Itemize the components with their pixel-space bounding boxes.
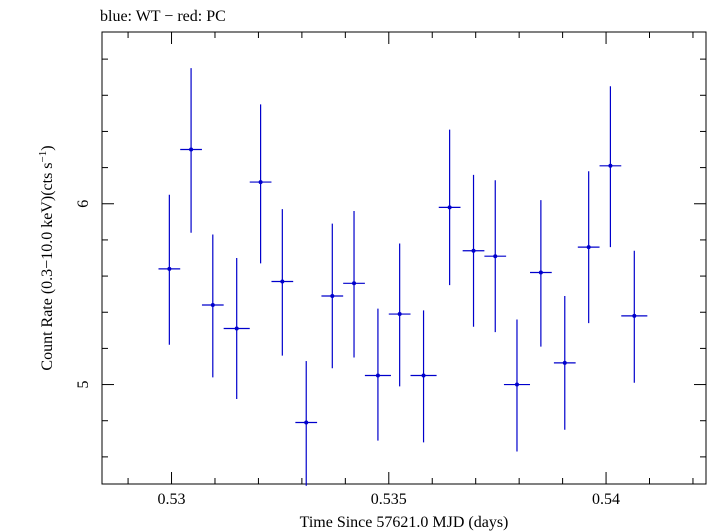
data-point: [530, 200, 552, 347]
data-points: [158, 68, 648, 486]
point-marker: [304, 420, 309, 425]
point-marker: [234, 326, 239, 331]
data-point: [321, 223, 344, 369]
x-tick-label: 0.53: [158, 491, 186, 508]
data-point: [158, 194, 181, 345]
x-tick-label: 0.535: [371, 491, 407, 508]
data-point: [271, 209, 294, 356]
point-marker: [493, 254, 498, 259]
y-axis-label-sup: −1: [37, 151, 49, 163]
data-point: [343, 210, 365, 358]
chart-title: blue: WT − red: PC: [100, 8, 226, 25]
point-marker: [258, 180, 263, 185]
data-point: [577, 171, 600, 324]
point-marker: [352, 281, 357, 286]
point-marker: [280, 279, 285, 284]
data-point: [621, 250, 648, 383]
y-axis-ticks: [102, 58, 706, 458]
point-marker: [471, 248, 476, 253]
point-marker: [397, 312, 402, 317]
data-point: [295, 361, 318, 486]
x-axis-ticks: [127, 32, 694, 484]
y-axis-label-main: Count Rate (0.3−10.0 keV)(cts s: [39, 162, 56, 370]
point-marker: [167, 266, 172, 271]
point-marker: [421, 373, 426, 378]
data-point: [599, 86, 622, 248]
data-point: [503, 319, 531, 452]
point-marker: [210, 303, 215, 308]
point-marker: [562, 360, 567, 365]
point-marker: [538, 270, 543, 275]
data-point: [201, 234, 224, 378]
point-marker: [375, 373, 380, 378]
point-marker: [447, 205, 452, 210]
data-point: [364, 308, 391, 441]
y-tick-label: 6: [75, 200, 92, 208]
data-point: [484, 180, 507, 333]
data-point: [553, 295, 576, 430]
y-axis-label: Count Rate (0.3−10.0 keV)(cts s−1): [37, 145, 56, 370]
data-point: [388, 243, 411, 387]
point-marker: [189, 147, 194, 152]
data-point: [410, 310, 437, 443]
x-axis-tick-labels: 0.53 0.535 0.54: [158, 491, 621, 508]
data-point: [223, 258, 250, 400]
point-marker: [608, 163, 613, 168]
data-point: [462, 174, 485, 327]
y-axis-tick-labels: 56: [75, 200, 92, 389]
point-marker: [330, 293, 335, 298]
point-marker: [514, 382, 519, 387]
x-axis-label: Time Since 57621.0 MJD (days): [300, 514, 509, 531]
y-axis-label-end: ): [39, 145, 56, 150]
point-marker: [632, 313, 637, 318]
plot-frame: [101, 31, 707, 485]
data-point: [180, 68, 202, 233]
x-tick-label: 0.54: [592, 491, 620, 508]
data-point: [249, 104, 272, 264]
y-tick-label: 5: [75, 381, 92, 389]
point-marker: [586, 245, 591, 250]
data-point: [438, 129, 461, 286]
